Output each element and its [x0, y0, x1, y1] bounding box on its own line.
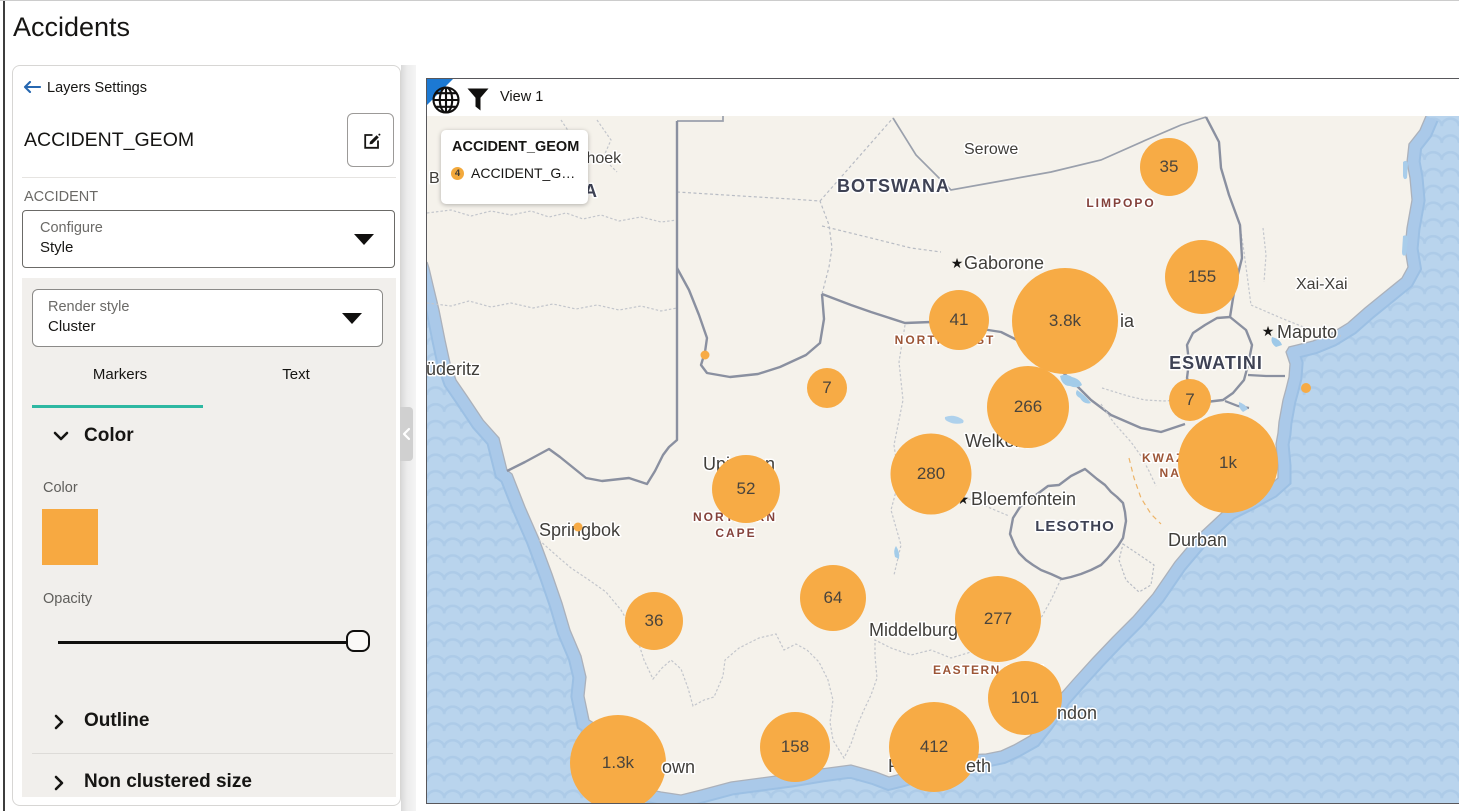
svg-text:7: 7 [1185, 390, 1194, 409]
svg-text:LIMPOPO: LIMPOPO [1086, 196, 1155, 210]
svg-text:Xai-Xai: Xai-Xai [1296, 276, 1348, 293]
svg-text:B: B [429, 170, 440, 187]
svg-text:ndon: ndon [1057, 703, 1097, 723]
svg-text:LESOTHO: LESOTHO [1035, 518, 1115, 535]
svg-text:Middelburg: Middelburg [869, 620, 958, 640]
svg-text:BOTSWANA: BOTSWANA [837, 176, 950, 196]
svg-text:Lüderitz: Lüderitz [427, 359, 480, 379]
svg-text:36: 36 [645, 611, 664, 630]
svg-text:64: 64 [824, 588, 843, 607]
svg-text:266: 266 [1014, 397, 1042, 416]
svg-text:158: 158 [781, 737, 809, 756]
svg-text:277: 277 [984, 609, 1012, 628]
svg-text:3.8k: 3.8k [1049, 311, 1082, 330]
svg-text:ia: ia [1120, 311, 1135, 331]
svg-text:Bloemfontein: Bloemfontein [971, 489, 1076, 509]
svg-text:ESWATINI: ESWATINI [1169, 353, 1263, 373]
svg-text:41: 41 [950, 310, 969, 329]
svg-text:own: own [662, 757, 695, 777]
svg-text:1.3k: 1.3k [602, 753, 635, 772]
svg-text:412: 412 [920, 737, 948, 756]
svg-text:52: 52 [737, 479, 756, 498]
svg-text:7: 7 [822, 378, 831, 397]
svg-text:★: ★ [951, 255, 964, 271]
svg-text:155: 155 [1188, 267, 1216, 286]
svg-text:CAPE: CAPE [715, 526, 756, 540]
svg-text:280: 280 [917, 464, 945, 483]
svg-text:Durban: Durban [1168, 530, 1227, 550]
svg-text:Gaborone: Gaborone [964, 253, 1044, 273]
svg-text:35: 35 [1160, 157, 1179, 176]
svg-text:Maputo: Maputo [1277, 322, 1337, 342]
svg-text:Serowe: Serowe [964, 141, 1018, 158]
svg-text:1k: 1k [1219, 453, 1237, 472]
svg-text:101: 101 [1011, 688, 1039, 707]
svg-text:★: ★ [1262, 323, 1275, 339]
svg-text:eth: eth [966, 756, 991, 776]
